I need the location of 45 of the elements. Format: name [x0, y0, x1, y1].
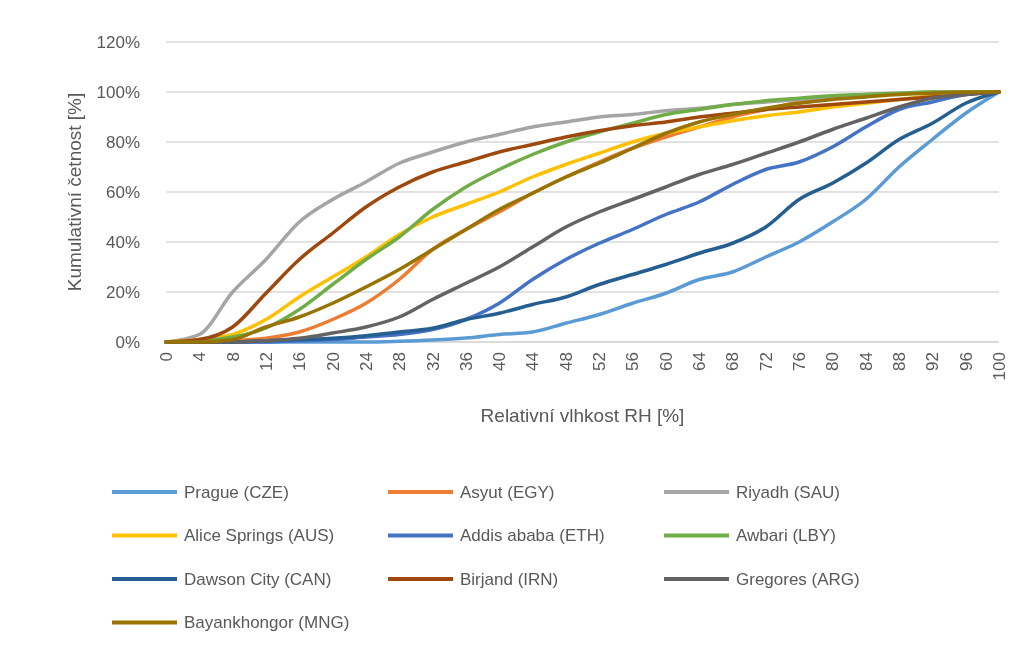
x-tick-label: 28: [390, 352, 410, 371]
x-tick-label: 24: [356, 352, 376, 371]
y-tick-label: 60%: [105, 182, 140, 202]
x-tick-label: 68: [723, 352, 743, 371]
legend-label: Prague (CZE): [184, 482, 289, 502]
x-tick-label: 76: [790, 352, 810, 371]
legend-label: Dawson City (CAN): [184, 569, 332, 589]
x-tick-label: 8: [223, 352, 243, 362]
y-axis-title: Kumulativní četnost [%]: [63, 92, 85, 292]
x-tick-label: 80: [823, 352, 843, 371]
x-tick-label: 12: [256, 352, 276, 371]
x-tick-label: 44: [523, 352, 543, 371]
legend-label: Awbari (LBY): [736, 526, 836, 546]
y-tick-label: 40%: [105, 232, 140, 252]
x-tick-label: 4: [190, 352, 210, 362]
legend-label: Alice Springs (AUS): [184, 526, 335, 546]
x-tick-label: 72: [756, 352, 776, 371]
legend-label: Gregores (ARG): [736, 569, 860, 589]
y-tick-label: 20%: [105, 282, 140, 302]
legend-label: Addis ababa (ETH): [460, 526, 605, 546]
x-tick-label: 40: [490, 352, 510, 371]
y-tick-label: 80%: [105, 132, 140, 152]
x-tick-label: 20: [323, 352, 343, 371]
x-tick-label: 16: [290, 352, 310, 371]
legend-label: Birjand (IRN): [460, 569, 559, 589]
x-tick-label: 96: [956, 352, 976, 371]
legend-label: Bayankhongor (MNG): [184, 613, 350, 633]
x-tick-label: 48: [556, 352, 576, 371]
x-tick-label: 88: [889, 352, 909, 371]
x-tick-label: 100: [989, 352, 1009, 381]
x-tick-label: 52: [590, 352, 610, 371]
legend-label: Riyadh (SAU): [736, 482, 840, 502]
x-tick-label: 32: [423, 352, 443, 371]
y-tick-label: 0%: [115, 332, 140, 352]
x-tick-label: 84: [856, 352, 876, 371]
x-tick-label: 92: [923, 352, 943, 371]
x-tick-label: 0: [156, 352, 176, 362]
x-tick-label: 60: [656, 352, 676, 371]
x-axis-title: Relativní vlhkost RH [%]: [480, 405, 685, 426]
x-tick-label: 36: [456, 352, 476, 371]
legend-label: Asyut (EGY): [460, 482, 555, 502]
y-tick-label: 100%: [96, 82, 140, 102]
x-tick-label: 64: [690, 352, 710, 371]
y-tick-label: 120%: [96, 32, 140, 52]
x-tick-label: 56: [623, 352, 643, 371]
